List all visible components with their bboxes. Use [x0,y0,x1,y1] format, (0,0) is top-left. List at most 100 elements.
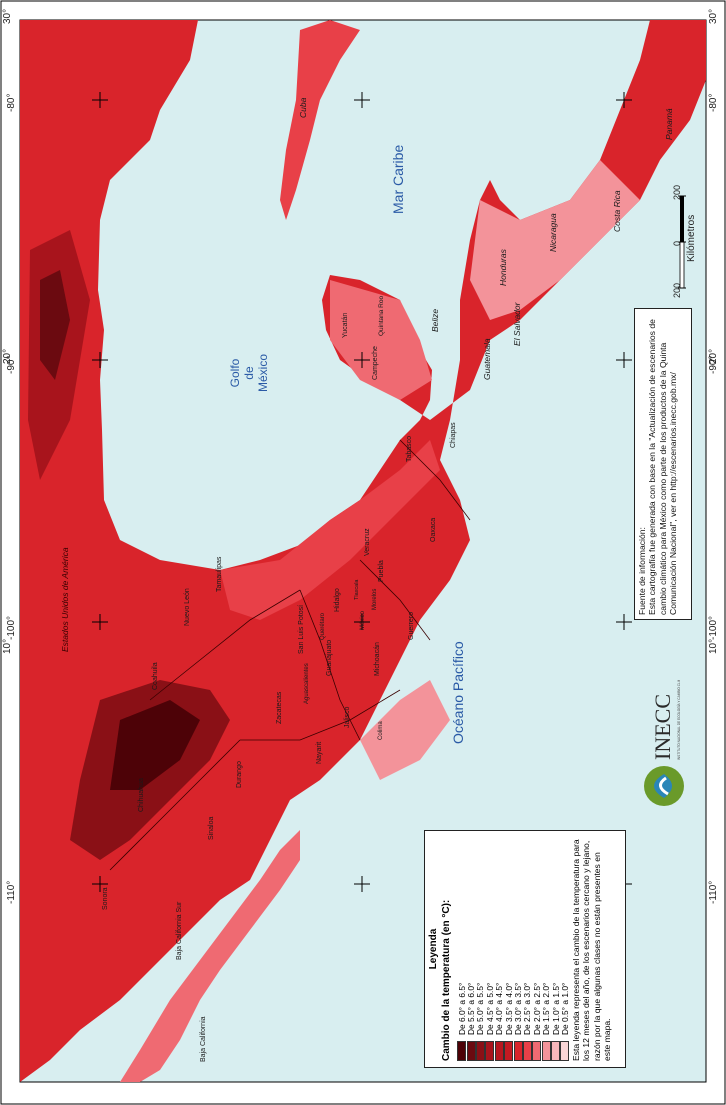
state-label-sinaloa: Sinaloa [208,816,215,840]
legend-class-row: De 5.5° a 6.0° [466,983,476,1061]
state-label-veracruz: Veracruz [364,528,371,556]
yucatan-light [330,280,432,400]
state-label-baja-california: Baja California [200,1016,207,1062]
legend-class-row: De 1.5° a 2.0° [541,983,551,1061]
lon-tick-110-right: -110° [708,880,719,904]
oceano-pacifico-label: Océano Pacífico [450,641,466,744]
legend-swatch [504,1041,514,1061]
legend-class-row: De 2.0° a 2.5° [532,983,542,1061]
legend-swatch [466,1041,476,1061]
lon-tick-100-right: -100° [708,615,719,640]
country-label-belize: Belize [430,308,440,332]
legend-title: Leyenda [428,928,439,970]
legend-swatch [560,1041,570,1061]
graticule-cross [354,614,370,630]
scale-unit: Kilómetros [686,214,697,262]
state-label-san-luis-potosi: San Luis Potosí [298,604,305,654]
lat-tick-10-bottom: 10° [708,638,719,654]
land-masses [20,20,706,1082]
legend-content: Leyenda Cambio de la temperatura (en °C)… [425,831,625,1067]
graticule-cross [616,352,632,368]
state-label-oaxaca: Oaxaca [430,517,437,542]
legend-swatch [541,1041,551,1061]
legend-class-row: De 4.5° a 5.0° [485,983,495,1061]
legend-class-row: De 5.0° a 5.5° [475,983,485,1061]
legend-swatch [494,1041,504,1061]
lon-tick-100-left: -100° [6,615,17,640]
lat-tick-30-top: 30° [2,8,13,24]
lon-tick-90-left: -90° [6,355,17,374]
state-label-yucatan: Yucatán [342,312,349,338]
state-label-puebla: Puebla [378,560,385,582]
state-label-campeche: Campeche [372,346,379,380]
legend-swatch [532,1041,542,1061]
mar-caribe-label: Mar Caribe [390,144,406,214]
country-label-guatemala: Guatemala [482,338,492,380]
legend-box: Leyenda Cambio de la temperatura (en °C)… [424,830,626,1068]
state-label-mexico: México [360,610,366,630]
state-label-tabasco: Tabasco [406,435,413,462]
graticule-cross [354,92,370,108]
scale-tick-0: 0 [672,240,682,246]
state-label-guerrero: Guerrero [408,611,415,640]
central-america-light [470,160,640,320]
country-label-nicaragua: Nicaragua [548,213,558,252]
state-label-tlaxcala: Tlaxcala [354,579,360,600]
mexico-word: México [256,354,270,393]
legend-class-row: De 4.0° a 4.5° [494,983,504,1061]
legend-swatch [457,1041,467,1061]
legend-classes: De 6.0° a 6.5° De 5.5° a 6.0° De 5.0° a 5.… [457,983,570,1061]
golfo-de-mexico-label: Golfo de México [228,338,270,408]
lat-tick-10-top: 10° [2,638,13,654]
state-boundaries [109,439,471,871]
highland-darkest [110,700,200,790]
gulf-coast-light [220,440,440,620]
legend-class-row: De 6.0° a 6.5° [457,983,467,1061]
lon-tick-80-right: -80° [708,93,719,112]
source-text: Esta cartografía fue generada con base e… [647,319,679,615]
state-label-michoacan: Michoacán [374,642,381,676]
baja-california [120,830,300,1082]
state-label-baja-california-sur: Baja California Sur [176,901,183,960]
legend-class-row: De 3.0° a 3.5° [513,983,523,1061]
graticule-cross [92,92,108,108]
usa-label: Estados Unidos de América [60,547,70,652]
legend-swatch [475,1041,485,1061]
lon-tick-90-right: -90° [708,355,719,374]
graticule-cross [616,614,632,630]
country-label-cuba: Cuba [298,97,308,118]
usa-darkest-band [40,270,70,380]
logo-subtitle: INSTITUTO NACIONAL DE ECOLOGÍA Y CAMBIO … [677,680,681,760]
legend-class-label: De 0.5° a 1.0° [560,982,570,1035]
state-label-zacatecas: Zacatecas [276,691,283,724]
legend-swatch [513,1041,523,1061]
state-label-coahuila: Coahuila [152,662,159,690]
lon-tick-110-left: -110° [6,880,17,904]
state-label-chiapas: Chiapas [450,422,457,448]
legend-swatch [485,1041,495,1061]
scale-tick-200-top: 200 [672,184,682,200]
scale-bar [678,195,686,289]
legend-class-row: De 0.5° a 1.0° [560,982,570,1061]
state-label-chihuahua: Chihuahua [138,778,145,812]
state-label-durango: Durango [236,761,243,788]
state-label-quintana-roo: Quintana Roo [378,295,385,336]
inecc-logo: INECC INSTITUTO NACIONAL DE ECOLOGÍA Y C… [644,680,684,806]
graticule-cross [92,614,108,630]
lat-tick-30-bottom: 30° [708,8,719,24]
graticule-cross [92,352,108,368]
state-label-colima: Colima [378,721,384,740]
legend-swatch [522,1041,532,1061]
state-label-nayarit: Nayarit [316,741,323,764]
scale-tick-200-bottom: 200 [672,282,682,298]
source-heading: Fuente de información: [637,527,647,615]
legend-subtitle: Cambio de la temperatura (en °C): [441,899,452,1061]
legend-class-row: De 2.5° a 3.0° [522,983,532,1061]
cuba-island [280,20,360,220]
state-label-aguascalientes: Aguascalientes [304,663,310,704]
graticule-cross [354,876,370,892]
graticule-cross [616,92,632,108]
state-label-nuevo-leon: Nuevo León [184,588,191,626]
